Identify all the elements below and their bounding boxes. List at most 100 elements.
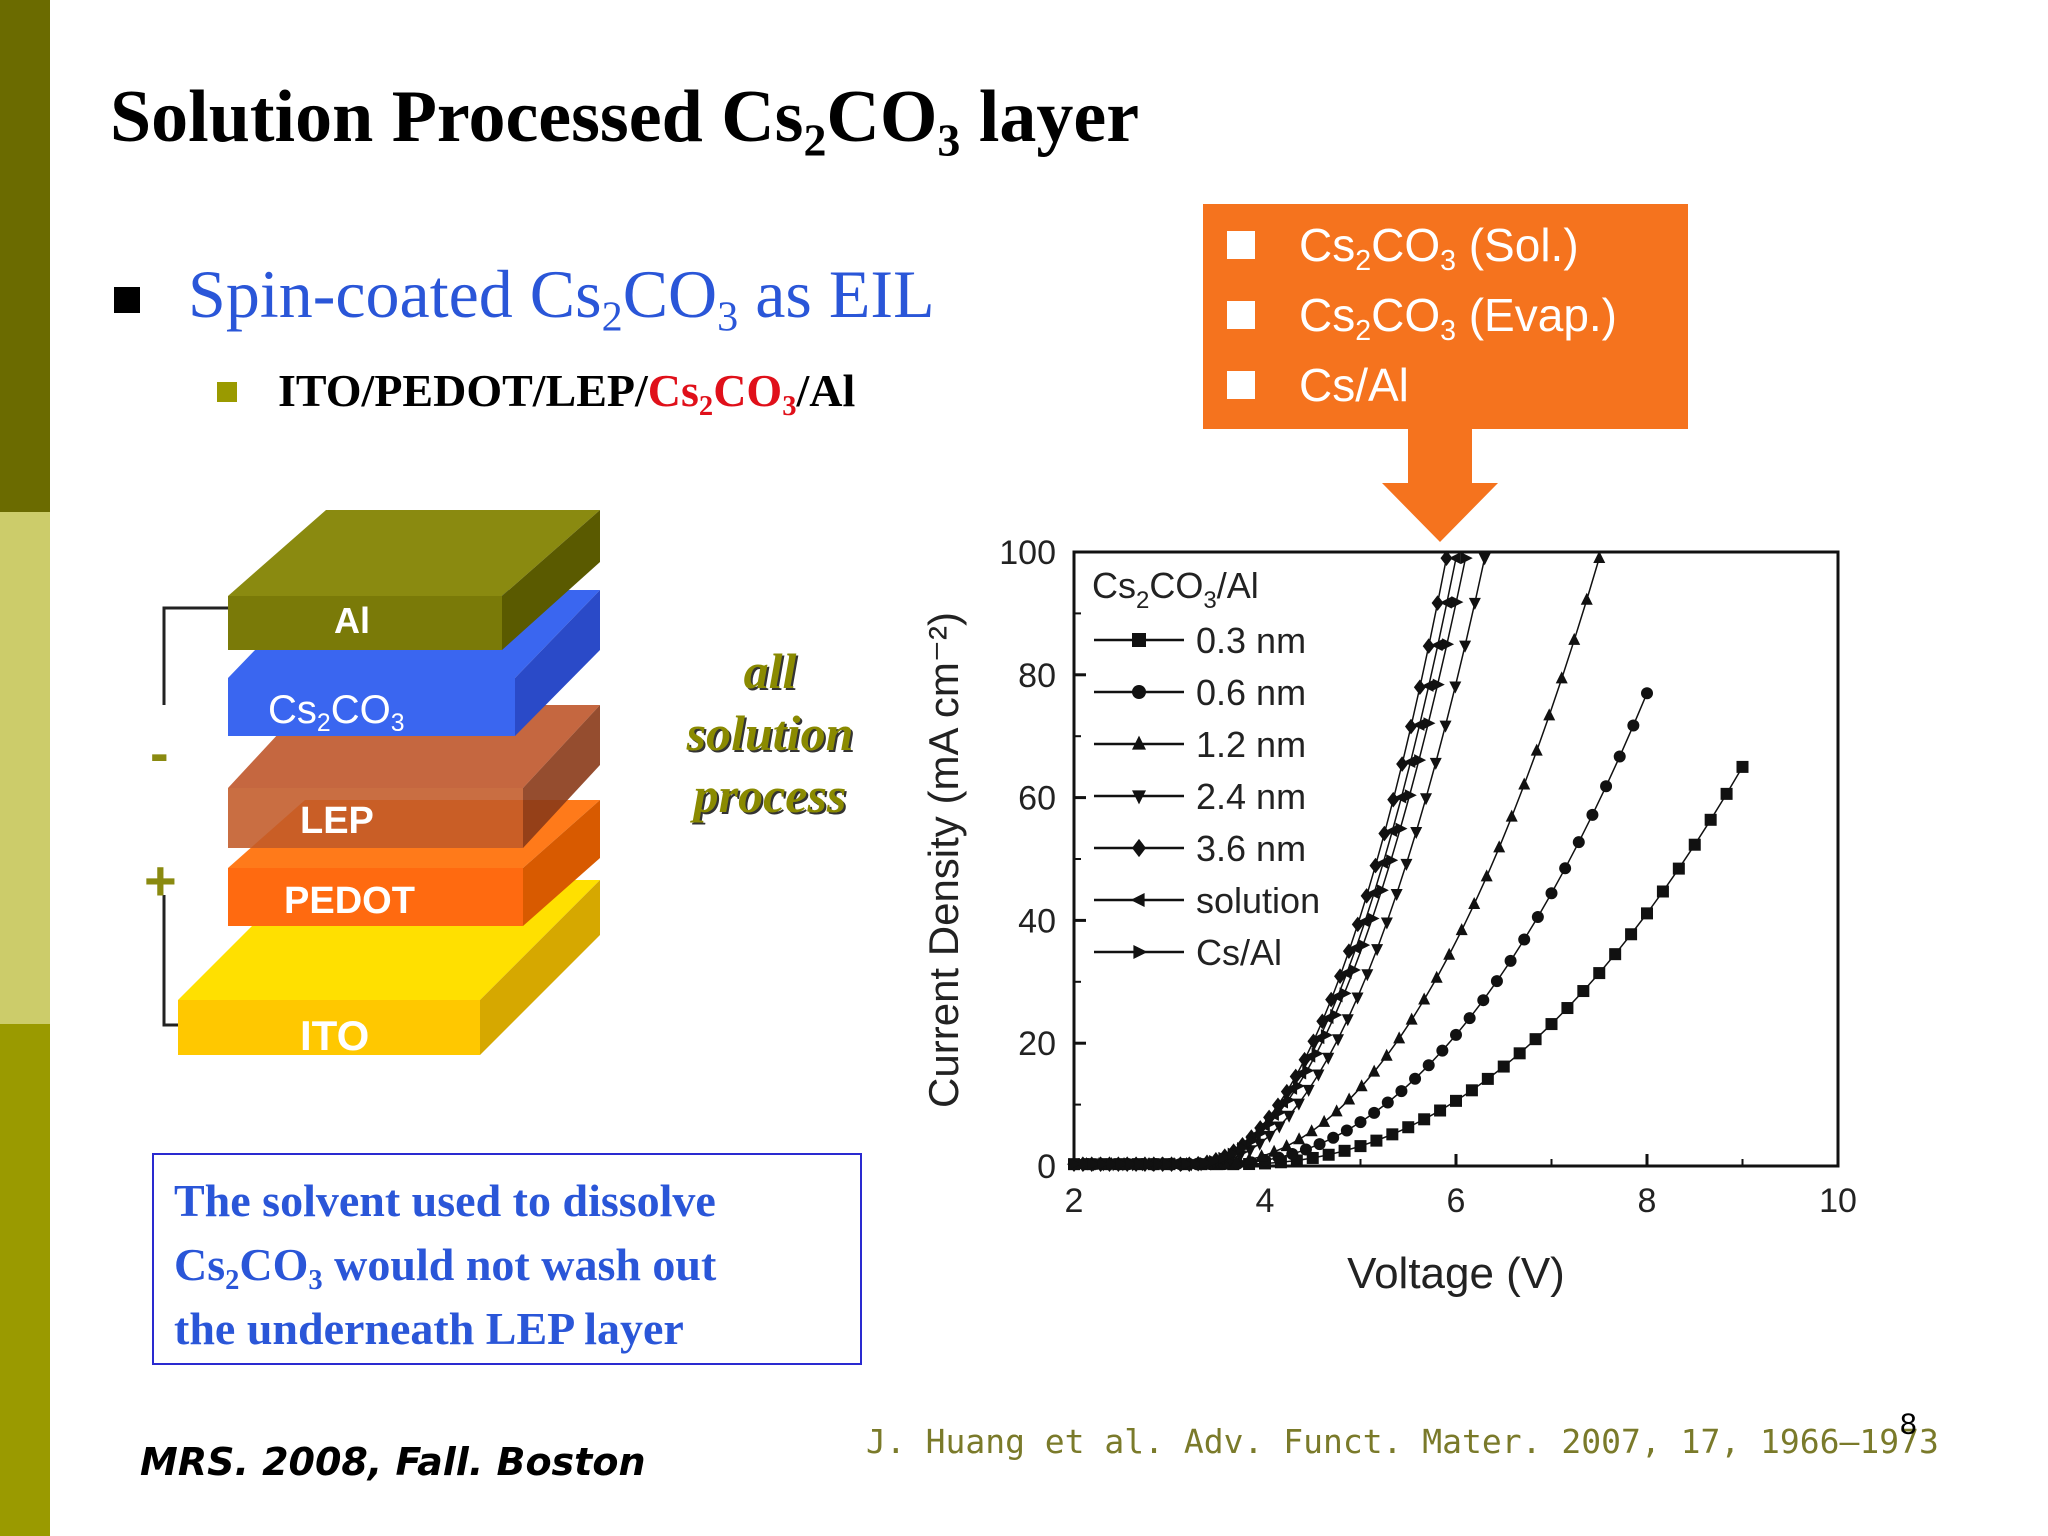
data-point (1572, 836, 1585, 849)
legend-marker (1132, 735, 1146, 750)
all-solution-word-2: solution (686, 705, 854, 761)
data-point (1230, 1155, 1243, 1168)
data-point (1376, 856, 1389, 869)
y-tick-label: 40 (1018, 902, 1056, 940)
callout-square-icon (1227, 370, 1255, 399)
data-point (1545, 887, 1558, 900)
all-solution-word-1: all (743, 643, 797, 699)
data-point (1367, 912, 1380, 925)
data-point (1298, 1051, 1311, 1068)
data-point (1422, 638, 1435, 654)
all-solution-process-label: all solution process (660, 640, 880, 826)
legend-item: Cs/Al (1094, 932, 1282, 973)
data-point (1292, 1098, 1305, 1111)
callout-item-cs-al: Cs/Al (1227, 358, 1409, 412)
legend-item: 3.6 nm (1094, 828, 1306, 869)
data-point (1283, 1110, 1296, 1123)
data-point (1688, 838, 1701, 851)
y-tick-label: 20 (1018, 1025, 1056, 1063)
data-point (1609, 948, 1622, 961)
data-point (1386, 1128, 1399, 1141)
data-point (1423, 717, 1436, 730)
callout-item-sol: Cs2CO3 (Sol.) (1227, 218, 1579, 275)
plot-frame (1072, 550, 1840, 1168)
layer-label-cs2co3: Cs2CO3 (268, 688, 405, 737)
data-point (1280, 1139, 1293, 1152)
data-point (1348, 942, 1361, 955)
data-point (1292, 1080, 1305, 1093)
page-number: 8 (1900, 1408, 1917, 1441)
data-point (1404, 789, 1417, 802)
data-point (1369, 857, 1382, 874)
circuit-wire-top (162, 606, 228, 705)
legend-item: 1.2 nm (1094, 724, 1306, 765)
data-point (1439, 720, 1452, 733)
data-point (1529, 1033, 1542, 1046)
solvent-note-box: The solvent used to dissolve Cs2CO3 woul… (152, 1153, 862, 1365)
data-point (1463, 1012, 1476, 1025)
data-point (1274, 1106, 1287, 1119)
data-point (1273, 1121, 1286, 1134)
legend-marker (1132, 790, 1146, 805)
data-point (1455, 923, 1468, 936)
data-point (1293, 1132, 1306, 1145)
data-point (1339, 967, 1352, 980)
series-line (1074, 766, 1744, 1165)
data-point (1418, 1113, 1431, 1126)
data-point (1348, 964, 1361, 977)
data-point (1190, 1157, 1203, 1170)
data-point (1449, 681, 1462, 694)
data-point (1409, 1072, 1422, 1085)
data-point (1246, 1135, 1259, 1148)
data-point (1358, 939, 1371, 952)
x-tick-label: 8 (1638, 1182, 1657, 1220)
data-point (1400, 858, 1413, 871)
data-point (1577, 985, 1590, 998)
data-point (1641, 907, 1653, 920)
data-point (1376, 884, 1389, 897)
data-point (1340, 1124, 1353, 1137)
x-tick-label: 4 (1256, 1182, 1275, 1220)
data-point (1380, 1048, 1393, 1061)
data-point (1518, 933, 1531, 946)
data-point (1143, 1158, 1156, 1171)
x-tick-label: 6 (1447, 1182, 1466, 1220)
data-point (1302, 1084, 1315, 1097)
data-point (1316, 1013, 1329, 1030)
sidebar-top-bar (0, 0, 50, 512)
data-point (1386, 854, 1399, 867)
data-point (1436, 1044, 1449, 1057)
data-point (1434, 1104, 1447, 1117)
data-point (1370, 1134, 1383, 1147)
data-point (1480, 869, 1493, 882)
data-point (1593, 550, 1606, 563)
all-solution-word-3: process (693, 767, 847, 823)
slide-title: Solution Processed Cs2CO3 layer (110, 76, 1140, 166)
data-point (1318, 1114, 1331, 1127)
data-point (1395, 822, 1408, 835)
data-point (1162, 1158, 1175, 1171)
data-point (1545, 1018, 1558, 1031)
legend-label: 1.2 nm (1196, 724, 1306, 765)
data-point (1218, 1151, 1231, 1164)
data-point (1371, 944, 1384, 957)
data-point (1478, 553, 1491, 566)
data-point (1087, 1158, 1100, 1171)
data-point (1430, 639, 1443, 652)
data-point (1361, 969, 1374, 982)
data-point (1431, 595, 1444, 611)
data-point (1181, 1158, 1194, 1171)
bullet-square-icon (114, 287, 140, 313)
data-point (1343, 1092, 1356, 1105)
data-point (1641, 687, 1653, 700)
data-point (1439, 596, 1452, 609)
data-point (1497, 1060, 1510, 1073)
legend-item: solution (1094, 880, 1320, 921)
callout-arrow-icon (1382, 428, 1498, 542)
data-point (1418, 992, 1431, 1005)
data-point (1412, 718, 1425, 731)
data-point (1465, 1084, 1478, 1097)
data-point (1385, 824, 1398, 837)
data-point (1115, 1158, 1128, 1171)
data-point (1586, 808, 1599, 821)
